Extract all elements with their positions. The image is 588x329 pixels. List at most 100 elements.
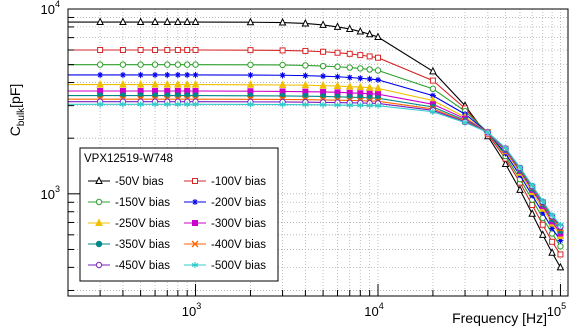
data-point [119,61,127,68]
data-point [96,79,104,88]
legend-entry: -50V bias [88,176,164,188]
data-point [357,52,364,59]
legend-label: -50V bias [115,176,164,188]
data-point [163,79,172,88]
data-point [97,47,104,54]
data-point [96,17,104,26]
data-point [136,17,145,26]
data-point [302,72,309,79]
data-point [279,101,286,108]
data-point [516,164,524,171]
data-point [346,50,353,57]
data-point [152,71,159,78]
data-point [119,47,126,54]
data-point [357,102,364,109]
data-point [164,101,171,108]
legend-entry: -400V bias [184,239,266,251]
data-point [278,80,287,88]
data-point [334,102,341,109]
data-point [247,101,254,108]
data-point [183,101,191,108]
data-point [151,101,159,108]
series-500V-bias [67,101,564,228]
data-point [374,83,382,92]
data-point [302,101,309,108]
axis-ticks [67,8,561,296]
y-tick-label: 104 [41,0,60,17]
data-point [119,17,127,26]
data-point [320,48,327,55]
data-point [346,102,353,109]
data-point [192,61,199,68]
data-point [539,209,546,216]
legend-entry: -350V bias [88,239,170,251]
data-point [95,198,103,206]
data-point [549,238,556,245]
data-point [333,81,342,90]
data-point [548,248,556,256]
data-point [152,47,159,54]
data-point [334,63,341,70]
data-point [174,61,182,68]
data-point [374,102,382,109]
data-point [429,108,437,115]
data-point [365,29,374,38]
data-point [366,53,373,60]
data-point [366,76,373,83]
data-point [174,17,182,26]
legend-entry: -200V bias [184,197,266,209]
data-point [95,261,103,269]
data-point [319,62,327,70]
legend-label: -250V bias [115,218,170,230]
data-point [164,71,171,78]
data-point [151,79,159,88]
legend-entry: -250V bias [88,218,170,230]
data-point [278,17,287,26]
legend-label: -300V bias [211,218,266,230]
legend-entry: -100V bias [184,176,266,188]
legend-label: -200V bias [211,197,266,209]
data-point [163,17,172,26]
data-point [557,237,564,244]
data-point [302,47,309,54]
legend-entry: -450V bias [88,260,170,272]
data-point [319,20,327,28]
data-point [346,64,353,71]
data-point [191,262,199,268]
data-point [96,101,104,108]
data-point [246,17,255,26]
data-point [95,176,103,184]
data-point [119,101,127,108]
data-point [184,47,191,54]
tick-labels: 103 104 105 103 104 [41,0,567,319]
data-point [191,17,200,26]
data-point [174,47,181,54]
series-50V-bias [67,17,565,271]
data-point [164,47,171,54]
data-point [538,230,547,238]
data-point [137,61,144,68]
x-axis-title: Frequency [Hz] [452,310,547,326]
data-point [374,76,381,83]
data-point [164,61,171,68]
data-point [549,225,556,232]
data-point [484,129,492,136]
data-point [279,61,286,69]
data-point [429,77,436,84]
data-point [151,61,159,68]
y-axis-title-subscript: bulk [16,107,27,126]
data-point [366,66,373,73]
x-tick-label: 105 [547,301,566,319]
data-point [556,262,565,271]
data-point [119,79,127,88]
data-point [95,218,103,226]
series-layer [67,17,565,271]
data-point [502,144,509,151]
data-point [334,73,341,80]
data-point [192,178,198,184]
legend-entry: -300V bias [184,218,266,230]
x-tick-label: 104 [364,301,383,319]
data-point [183,17,191,26]
data-point [356,26,365,35]
